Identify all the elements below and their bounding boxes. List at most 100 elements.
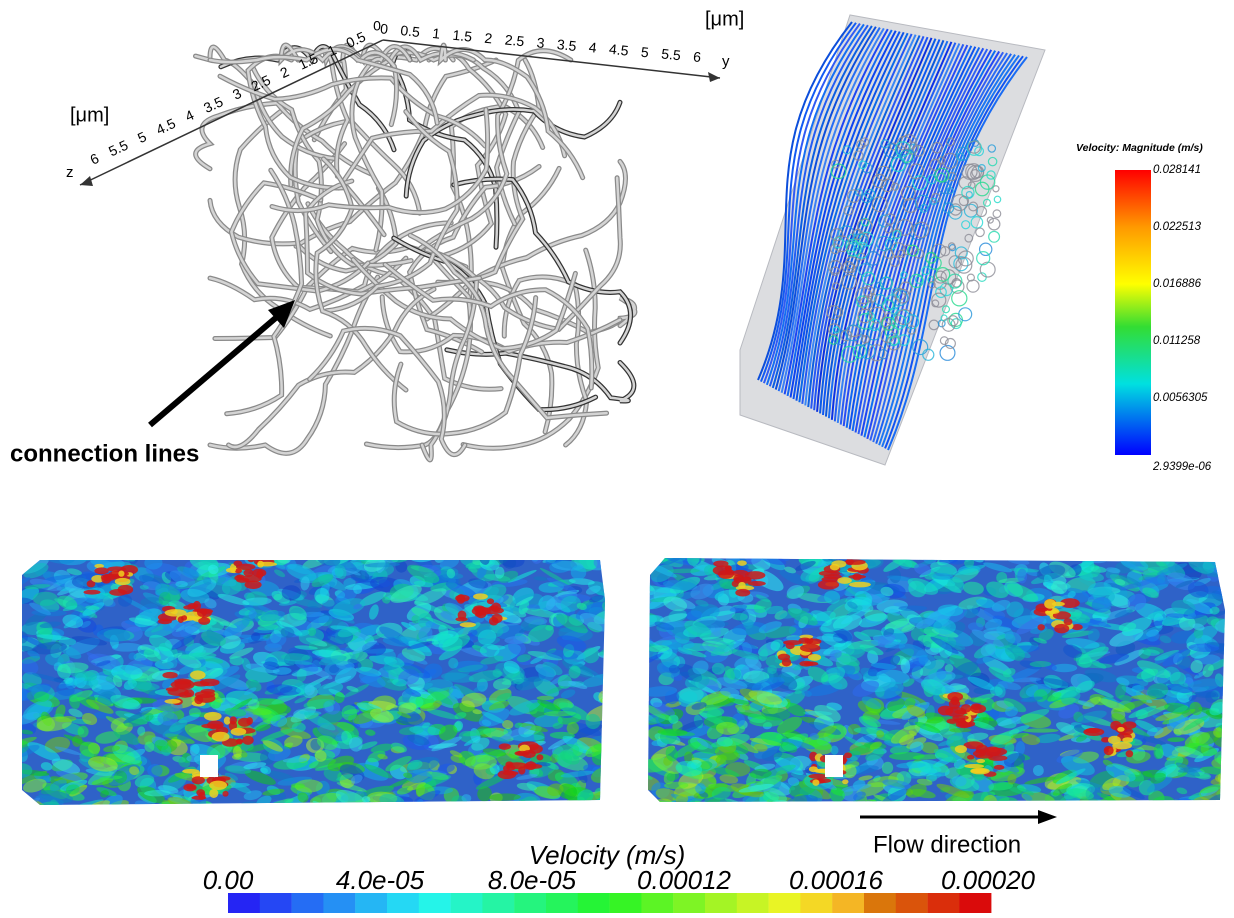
field-hotspot (1104, 746, 1114, 755)
fiber-blob (988, 218, 1000, 230)
field-patch (917, 552, 935, 561)
field-hotspot (247, 556, 255, 563)
colorbar-step (419, 893, 451, 913)
colorbar-step (355, 893, 387, 913)
field-patch (373, 804, 383, 810)
field-patch (727, 802, 742, 811)
field-patch (600, 793, 612, 804)
field-hotspot (252, 569, 266, 577)
flow-arrowhead (1038, 810, 1057, 824)
field-hotspot (491, 603, 501, 613)
fiber-blob (989, 231, 1000, 242)
field-patch (762, 800, 787, 816)
colorbar-step (514, 893, 546, 913)
field-hotspot (1064, 618, 1073, 625)
field-hotspot (1122, 737, 1133, 743)
field-patch (8, 763, 33, 778)
z-axis-arrow (80, 176, 93, 186)
field-hotspot (193, 681, 209, 686)
field-patch (558, 681, 576, 687)
colorbar-label: 0.00016 (789, 865, 884, 895)
colorbar-step (546, 893, 578, 913)
field-patch (908, 553, 924, 560)
field-hotspot (115, 578, 131, 585)
field-hotspot (800, 644, 820, 652)
y-tick-label: 5.5 (661, 45, 682, 63)
field-patch (858, 800, 882, 815)
field-hotspot (738, 582, 745, 589)
z-axis-unit: [μm] (70, 104, 109, 126)
field-patch (537, 696, 554, 700)
field-patch (487, 806, 504, 813)
fiber-blob (980, 243, 992, 255)
field-hotspot (174, 679, 191, 685)
field-hotspot (455, 595, 469, 602)
field-hotspot (190, 670, 206, 679)
field-hotspot (852, 573, 861, 580)
field-patch (910, 800, 924, 814)
field-hotspot (197, 608, 207, 617)
fiber (454, 179, 631, 343)
field-hotspot (955, 745, 967, 753)
field-hotspot (165, 609, 187, 616)
colorbar-label: 0.0056305 (1153, 392, 1208, 404)
colorbar-label: 0.028141 (1153, 164, 1201, 176)
field-patch (644, 555, 661, 563)
field-hotspot (499, 743, 511, 749)
fiber-blob (994, 196, 1000, 202)
colorbar-step (959, 893, 991, 913)
field-hotspot (233, 560, 242, 566)
z-tick-label: 5.5 (106, 137, 131, 160)
field-hotspot (986, 748, 1007, 756)
colorbar-labels: 0.0281410.0225130.0168860.0112580.005630… (1152, 164, 1212, 473)
field-hotspot (842, 779, 848, 784)
colorbar-step (387, 893, 419, 913)
field-patch (848, 799, 860, 815)
colorbar-step (610, 893, 642, 913)
field-hotspot (181, 615, 187, 621)
field-hotspot (976, 759, 985, 763)
field-hotspot (798, 637, 811, 643)
field-hotspot (101, 576, 111, 584)
colorbar-step (673, 893, 705, 913)
colorbar-step (641, 893, 673, 913)
field-patch (650, 801, 683, 814)
field-hotspot (183, 784, 196, 792)
field-patch (898, 605, 927, 610)
field-patch (169, 803, 181, 814)
field-hotspot (734, 576, 751, 582)
field-hotspot (970, 768, 989, 775)
field-hotspot (837, 577, 852, 584)
field-hotspot (536, 754, 543, 760)
field-hotspot (118, 570, 124, 576)
connection-network (196, 45, 635, 460)
colorbar-label: 0.00012 (637, 865, 732, 895)
colorbar-label: 0.00020 (941, 865, 1036, 895)
colorbar-label: 8.0e-05 (488, 865, 577, 895)
field-patch (636, 796, 658, 816)
field-patch (38, 806, 56, 811)
field-patch (891, 552, 902, 559)
field-patch (1189, 547, 1226, 565)
field-patch (357, 803, 372, 815)
field-hotspot (242, 736, 253, 745)
colorbar-bottom: 0.004.0e-058.0e-050.000120.000160.00020 (203, 865, 1036, 913)
colorbar-step (896, 893, 928, 913)
colorbar-step (800, 893, 832, 913)
field-hotspot (107, 566, 126, 571)
field-hotspot (522, 750, 536, 758)
field-patch (503, 557, 516, 569)
field-hotspot (491, 614, 502, 623)
field-patch (147, 764, 162, 777)
field-hotspot (1044, 599, 1056, 609)
field-patch (267, 805, 279, 815)
field-hotspot (209, 789, 218, 798)
figure: [μm] y [μm] z 00.511.522.533.544.555.560… (0, 0, 1234, 913)
field-patch (335, 552, 345, 560)
colorbar-step (705, 893, 737, 913)
field-patch (571, 549, 583, 561)
colorbar-step (737, 893, 769, 913)
velocity-field-right (633, 542, 1234, 819)
field-hotspot (245, 581, 262, 589)
colorbar-label: 0.016886 (1153, 278, 1202, 290)
